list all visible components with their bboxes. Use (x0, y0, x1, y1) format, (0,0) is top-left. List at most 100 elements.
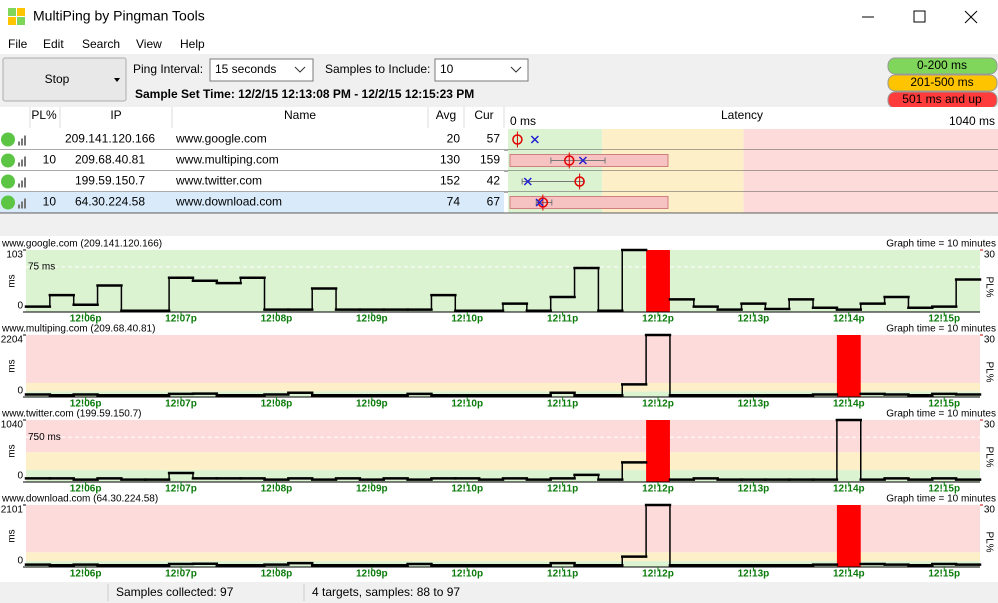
column-header[interactable]: Name (284, 108, 316, 122)
menu-item[interactable]: File (8, 37, 28, 51)
stop-button-label: Stop (45, 72, 70, 86)
x-tick-label: 12!08p (261, 314, 293, 325)
avg: 130 (440, 153, 460, 167)
column-header[interactable]: Avg (436, 108, 456, 122)
target-table: PL% IP Name Avg Cur Latency 0 ms 1040 ms 209.141… (0, 107, 998, 214)
interval-select[interactable] (209, 58, 314, 82)
x-tick-label: 12!12p (642, 484, 674, 495)
zone-low (26, 470, 980, 482)
zone-high (26, 420, 980, 453)
y2-axis-label: PL% (983, 531, 994, 552)
header-bg (0, 107, 998, 129)
x-tick-label: 12!13p (738, 314, 770, 325)
samples-value: 10 (440, 62, 454, 76)
cur: 57 (487, 132, 501, 146)
y-tick-label: 1040 (1, 420, 24, 431)
y2-tick-label: 30 (984, 505, 996, 516)
status-icon (1, 132, 15, 147)
stop-button[interactable] (2, 57, 127, 102)
latency-zone (602, 171, 744, 192)
column-header[interactable]: PL% (31, 108, 57, 122)
column-header[interactable]: Latency (721, 108, 763, 122)
legend-swatch (887, 74, 998, 92)
x-tick-label: 12!10p (451, 569, 483, 580)
x-tick-label: 12!06p (70, 484, 102, 495)
y2-tick-label: 30 (984, 420, 996, 431)
row-bg (0, 129, 504, 150)
column-header[interactable]: IP (110, 108, 121, 122)
x-tick-label: 12!14p (833, 569, 865, 580)
latency-zone (602, 129, 744, 150)
x-tick-label: 12!09p (356, 314, 388, 325)
packet-loss-bar (646, 250, 670, 312)
name: www.download.com (175, 195, 282, 209)
packet-loss-bar (836, 335, 861, 397)
app-icon (17, 17, 25, 25)
y-tick-label: 2101 (1, 505, 24, 516)
x-tick-label: 12!07p (165, 484, 197, 495)
latency-zone (743, 171, 998, 192)
graph-icon (21, 201, 23, 209)
x-tick-label: 12!10p (451, 399, 483, 410)
status-bar (0, 582, 998, 603)
row-bg (0, 150, 504, 171)
maximize-button[interactable] (913, 10, 926, 23)
sample-set-time: Sample Set Time: 12/2/15 12:13:08 PM - 1… (135, 87, 474, 101)
legend-label: 201-500 ms (910, 75, 973, 89)
graph-icon (18, 204, 20, 209)
graph-title: www.google.com (209.141.120.166) (1, 239, 162, 250)
row-bg (0, 192, 504, 213)
y-axis-label: ms (7, 444, 18, 457)
x-tick-label: 12!13p (738, 569, 770, 580)
latency-zone (743, 129, 998, 150)
x-tick-label: 12!07p (165, 399, 197, 410)
menu-item[interactable]: Edit (43, 37, 64, 51)
latency-min-label: 0 ms (510, 114, 536, 128)
graph-icon (18, 162, 20, 167)
status-icon (1, 174, 15, 189)
pl-value: 10 (43, 153, 57, 167)
x-tick-label: 12!08p (261, 484, 293, 495)
y2-tick-label: 30 (984, 250, 996, 261)
status-icon (1, 195, 15, 210)
y-tick-label: 2204 (1, 335, 24, 346)
latency-zone (743, 150, 998, 171)
latency-range (550, 157, 606, 164)
y-tick-label: 0 (17, 301, 23, 312)
legend: 0-200 ms 201-500 ms 501 ms and up (887, 57, 998, 109)
close-button[interactable] (964, 10, 978, 24)
graph-time: Graph time = 10 minutes (886, 239, 996, 250)
samples-select[interactable] (434, 58, 529, 82)
menu-item[interactable]: Help (180, 37, 205, 51)
status-samples: Samples collected: 97 (116, 585, 234, 599)
graph-icon (24, 198, 26, 209)
app-icon (8, 17, 16, 25)
x-tick-label: 12!14p (833, 314, 865, 325)
x-tick-label: 12!06p (70, 399, 102, 410)
menu-item[interactable]: Search (82, 37, 120, 51)
x-tick-label: 12!09p (356, 569, 388, 580)
avg-marker (537, 197, 549, 208)
avg-marker (512, 134, 523, 145)
x-tick-label: 12!12p (642, 569, 674, 580)
packet-loss-bar (836, 505, 861, 567)
x-tick-label: 12!15p (928, 314, 960, 325)
name: www.twitter.com (175, 174, 262, 188)
y2-axis-label: PL% (983, 361, 994, 382)
zone-high (26, 505, 980, 553)
y-tick-label: 0 (17, 556, 23, 567)
dropdown-arrow (114, 78, 120, 82)
graph-icon (21, 138, 23, 146)
cur-marker (530, 135, 539, 144)
cur-marker (578, 156, 587, 165)
x-tick-label: 12!08p (261, 569, 293, 580)
x-tick-label: 12!11p (547, 314, 578, 325)
interval-value: 15 seconds (215, 62, 276, 76)
avg-marker (564, 155, 575, 166)
column-header[interactable]: Cur (474, 108, 493, 122)
app-icon (8, 8, 16, 16)
cur: 159 (480, 153, 500, 167)
graph-icon (18, 183, 20, 188)
menu-item[interactable]: View (136, 37, 162, 51)
status-icon (1, 153, 15, 168)
